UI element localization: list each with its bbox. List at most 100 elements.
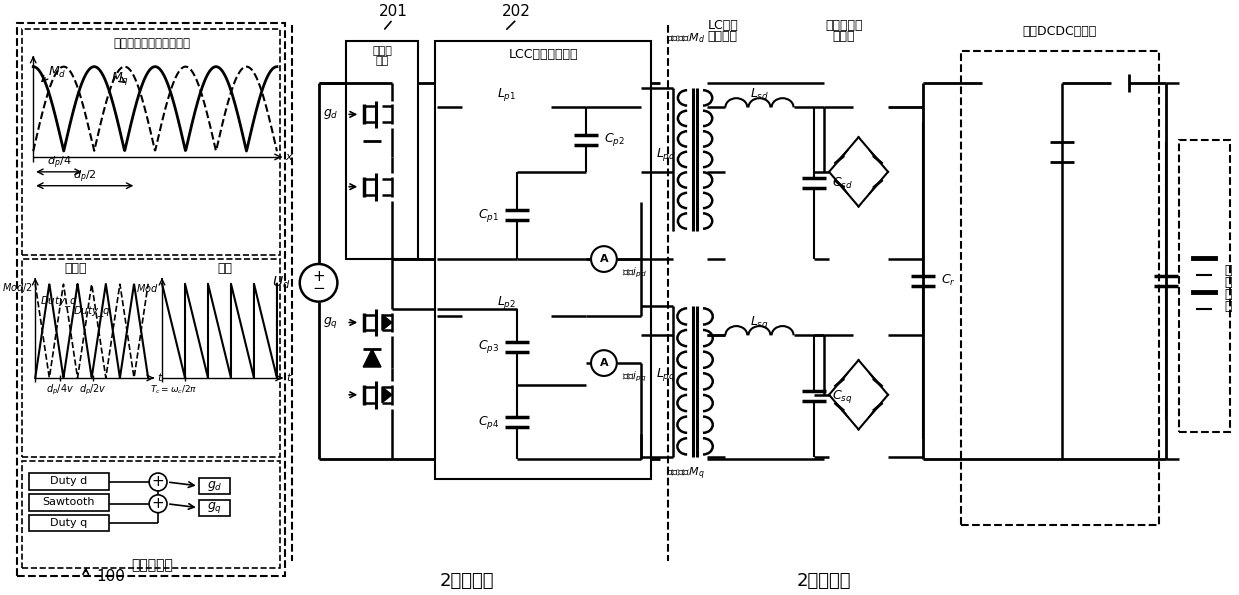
Text: 时变$i_{pq}$: 时变$i_{pq}$ [622, 369, 647, 384]
Text: +: + [151, 474, 165, 490]
Polygon shape [869, 372, 881, 386]
Text: $M_d$: $M_d$ [48, 65, 67, 80]
Circle shape [149, 473, 167, 491]
Text: x: x [285, 152, 291, 162]
Text: A: A [600, 254, 608, 264]
Text: $g_d$: $g_d$ [323, 107, 338, 121]
Text: $C_{p1}$: $C_{p1}$ [478, 207, 499, 224]
Polygon shape [382, 107, 392, 123]
Text: 补偿网络: 补偿网络 [707, 30, 737, 43]
Text: $g_d$: $g_d$ [207, 479, 222, 493]
Text: Duty q: Duty q [51, 518, 88, 528]
Text: Sawtooth: Sawtooth [42, 497, 95, 508]
Text: LCC补偿网络模块: LCC补偿网络模块 [509, 48, 579, 61]
Polygon shape [835, 149, 849, 163]
Text: $L_{pd}$: $L_{pd}$ [657, 146, 676, 163]
Bar [198, 500, 230, 516]
Text: $C_r$: $C_r$ [940, 273, 955, 289]
Bar [17, 23, 285, 576]
Polygon shape [869, 403, 881, 418]
Text: 固定互感$M_q$: 固定互感$M_q$ [665, 466, 705, 482]
Text: $Mod/2$: $Mod/2$ [1, 281, 32, 295]
Text: 电流控制器: 电流控制器 [131, 558, 173, 572]
Text: LC串联: LC串联 [707, 18, 738, 32]
Bar [198, 478, 230, 494]
Text: $Mod$: $Mod$ [136, 282, 159, 294]
Bar [435, 41, 652, 479]
Text: $L_{pq}$: $L_{pq}$ [657, 367, 676, 383]
Polygon shape [835, 181, 849, 195]
Circle shape [591, 246, 617, 272]
Text: A: A [600, 358, 608, 368]
Text: 100: 100 [97, 569, 125, 584]
Bar [30, 515, 109, 531]
Text: $Duty\_d$: $Duty\_d$ [40, 295, 79, 309]
Bar [960, 51, 1158, 525]
Polygon shape [1053, 142, 1069, 162]
Circle shape [591, 350, 617, 376]
Text: 2个发射端: 2个发射端 [440, 572, 494, 590]
Text: $d_p/2$: $d_p/2$ [73, 168, 97, 185]
Polygon shape [1111, 74, 1129, 92]
Text: 级联DCDC变换器: 级联DCDC变换器 [1022, 24, 1097, 37]
Polygon shape [835, 372, 849, 386]
Text: $C_{sd}$: $C_{sd}$ [831, 176, 852, 191]
Bar [30, 473, 109, 490]
Text: $g_q$: $g_q$ [323, 315, 338, 330]
Text: Duty d: Duty d [51, 477, 88, 487]
Bar [22, 259, 280, 457]
Text: 载波: 载波 [217, 262, 232, 275]
Text: +: + [151, 496, 165, 511]
Polygon shape [363, 349, 380, 367]
Polygon shape [869, 181, 881, 195]
Text: $M_q$: $M_q$ [110, 70, 129, 87]
Text: $d_p/4v$: $d_p/4v$ [46, 383, 74, 397]
Text: 池: 池 [1224, 276, 1232, 289]
Text: 电: 电 [1224, 264, 1232, 277]
Text: $C_{p3}$: $C_{p3}$ [478, 338, 499, 355]
Text: t: t [157, 373, 161, 383]
Text: 202: 202 [502, 4, 532, 19]
Text: $L_{sq}$: $L_{sq}$ [750, 314, 769, 331]
Text: −: − [312, 281, 325, 296]
Polygon shape [382, 178, 392, 195]
Text: 201: 201 [378, 4, 408, 19]
Polygon shape [835, 403, 849, 418]
Polygon shape [363, 141, 380, 159]
Bar [347, 41, 418, 259]
Text: 调制波: 调制波 [64, 262, 87, 275]
Text: $L_{p2}$: $L_{p2}$ [497, 294, 517, 311]
Bar [22, 29, 280, 255]
Text: $U_d$: $U_d$ [273, 275, 291, 291]
Text: $L_{sd}$: $L_{sd}$ [750, 87, 769, 102]
Text: $g_q$: $g_q$ [207, 500, 222, 515]
Text: 时变$i_{pd}$: 时变$i_{pd}$ [622, 266, 647, 280]
Polygon shape [382, 387, 392, 403]
Bar [1178, 140, 1230, 433]
Text: $L_{p1}$: $L_{p1}$ [497, 86, 517, 103]
Bar [30, 494, 109, 511]
Text: 整流输出并: 整流输出并 [825, 18, 862, 32]
Text: $d_p/4$: $d_p/4$ [47, 155, 72, 171]
Text: 半桥逆: 半桥逆 [372, 46, 392, 56]
Polygon shape [382, 315, 392, 330]
Bar [22, 461, 280, 568]
Text: $Duty\_q$: $Duty\_q$ [73, 304, 112, 319]
Text: 负: 负 [1224, 288, 1232, 301]
Text: 联方式: 联方式 [833, 30, 855, 43]
Text: t: t [286, 373, 290, 383]
Circle shape [300, 264, 337, 302]
Text: $C_{p4}$: $C_{p4}$ [477, 414, 499, 431]
Text: $T_c=\omega_c/2\pi$: $T_c=\omega_c/2\pi$ [150, 384, 197, 396]
Text: 2个接收端: 2个接收端 [797, 572, 851, 590]
Polygon shape [869, 149, 881, 163]
Text: $C_{sq}$: $C_{sq}$ [831, 388, 852, 405]
Text: $C_{p2}$: $C_{p2}$ [603, 131, 624, 148]
Text: 载: 载 [1224, 300, 1232, 313]
Text: 固定互感$M_d$: 固定互感$M_d$ [665, 31, 705, 45]
Text: 磁耦合互感空间分布特性: 磁耦合互感空间分布特性 [114, 36, 191, 49]
Text: $d_p/2v$: $d_p/2v$ [79, 383, 107, 397]
Text: +: + [312, 270, 325, 284]
Circle shape [149, 495, 167, 513]
Text: 变器: 变器 [375, 56, 389, 66]
